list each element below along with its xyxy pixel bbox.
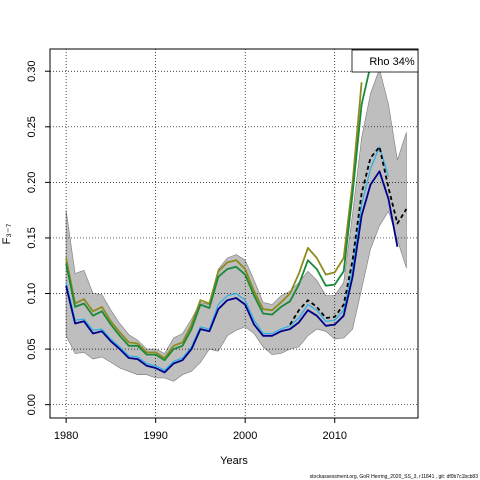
y-tick-label: 0.10 — [26, 283, 38, 304]
series-line-retro-3 — [65, 82, 363, 359]
series-line-base — [65, 170, 399, 374]
x-axis: 1980 1990 2000 2010 — [54, 418, 347, 442]
y-tick-label: 0.15 — [26, 227, 38, 248]
footer-credit: stockassessment.org, GoR Herring_2020_SS… — [310, 474, 479, 480]
series-layer — [65, 65, 408, 374]
y-tick-label: 0.00 — [26, 394, 38, 415]
plot-frame — [49, 48, 419, 419]
series-line-retro-1 — [65, 146, 390, 371]
y-tick-label: 0.30 — [26, 60, 38, 81]
x-tick-label: 2000 — [233, 430, 257, 442]
legend-frame — [351, 49, 419, 73]
confidence-band — [65, 67, 407, 382]
y-tick-label: 0.05 — [26, 338, 38, 359]
y-axis: 0.00 0.05 0.10 0.15 0.20 0.25 0.30 — [26, 60, 50, 415]
y-tick-label: 0.20 — [26, 172, 38, 193]
x-tick-label: 1990 — [143, 430, 167, 442]
x-tick-label: 2010 — [322, 430, 346, 442]
legend-rho-text: Rho 34% — [369, 56, 414, 68]
legend-box: Rho 34% — [351, 49, 419, 73]
x-tick-label: 1980 — [54, 430, 78, 442]
confidence-band-layer — [65, 67, 407, 382]
y-tick-label: 0.25 — [26, 116, 38, 137]
y-axis-label: F₃₋₇ — [1, 223, 13, 244]
x-axis-label: Years — [220, 455, 248, 467]
series-line-retro-2 — [65, 65, 372, 362]
